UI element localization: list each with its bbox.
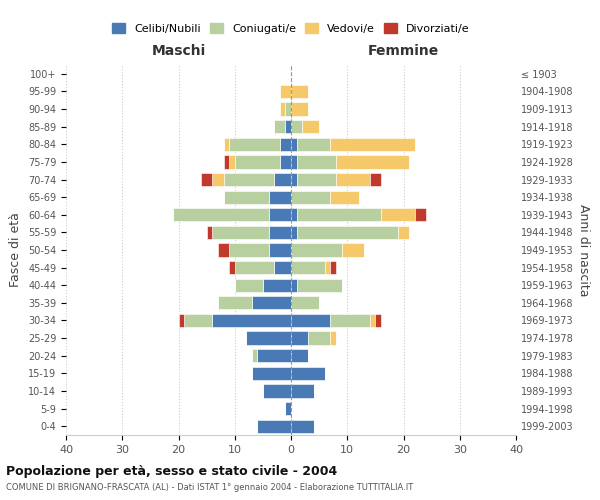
Bar xyxy=(291,349,308,362)
Bar xyxy=(280,138,291,151)
Bar xyxy=(206,226,212,239)
Bar xyxy=(370,314,376,327)
Bar xyxy=(286,402,291,415)
Bar xyxy=(415,208,426,222)
Bar xyxy=(212,173,223,186)
Bar xyxy=(331,314,370,327)
Bar xyxy=(336,156,409,168)
Bar xyxy=(296,278,341,292)
Bar xyxy=(274,261,291,274)
Bar xyxy=(291,332,308,344)
Bar xyxy=(235,261,274,274)
Bar xyxy=(291,190,331,204)
Bar xyxy=(269,226,291,239)
Bar xyxy=(296,173,336,186)
Bar xyxy=(251,366,291,380)
Text: Femmine: Femmine xyxy=(368,44,439,58)
Bar xyxy=(336,173,370,186)
Bar xyxy=(280,85,291,98)
Bar xyxy=(235,278,263,292)
Bar xyxy=(341,244,364,256)
Bar xyxy=(257,349,291,362)
Bar xyxy=(201,173,212,186)
Bar xyxy=(291,120,302,134)
Bar xyxy=(223,173,274,186)
Bar xyxy=(184,314,212,327)
Bar xyxy=(331,332,336,344)
Bar xyxy=(223,190,269,204)
Bar xyxy=(376,314,381,327)
Bar xyxy=(229,244,269,256)
Bar xyxy=(296,226,398,239)
Bar xyxy=(223,156,229,168)
Bar xyxy=(218,244,229,256)
Bar xyxy=(246,332,291,344)
Bar xyxy=(291,420,314,433)
Bar xyxy=(291,226,296,239)
Bar xyxy=(296,138,331,151)
Bar xyxy=(274,173,291,186)
Bar xyxy=(331,138,415,151)
Bar xyxy=(218,296,251,310)
Text: Maschi: Maschi xyxy=(151,44,206,58)
Bar xyxy=(291,296,319,310)
Bar xyxy=(229,138,280,151)
Bar xyxy=(280,102,286,116)
Bar xyxy=(331,190,359,204)
Bar xyxy=(212,314,291,327)
Bar xyxy=(291,244,341,256)
Bar xyxy=(229,156,235,168)
Bar xyxy=(291,278,296,292)
Bar xyxy=(269,208,291,222)
Bar xyxy=(291,261,325,274)
Bar xyxy=(263,278,291,292)
Bar xyxy=(291,314,331,327)
Bar xyxy=(286,120,291,134)
Bar xyxy=(269,190,291,204)
Y-axis label: Anni di nascita: Anni di nascita xyxy=(577,204,590,296)
Bar xyxy=(257,420,291,433)
Bar xyxy=(173,208,269,222)
Bar xyxy=(291,85,308,98)
Y-axis label: Fasce di età: Fasce di età xyxy=(10,212,22,288)
Bar xyxy=(325,261,331,274)
Bar xyxy=(291,102,308,116)
Bar xyxy=(251,296,291,310)
Bar xyxy=(296,208,381,222)
Bar xyxy=(291,384,314,398)
Bar xyxy=(251,349,257,362)
Bar xyxy=(235,156,280,168)
Bar xyxy=(370,173,381,186)
Bar xyxy=(274,120,286,134)
Bar xyxy=(291,208,296,222)
Bar xyxy=(263,384,291,398)
Bar xyxy=(269,244,291,256)
Bar xyxy=(308,332,331,344)
Bar xyxy=(302,120,319,134)
Bar xyxy=(296,156,336,168)
Bar xyxy=(291,138,296,151)
Bar xyxy=(286,102,291,116)
Bar xyxy=(291,156,296,168)
Bar xyxy=(291,173,296,186)
Bar xyxy=(223,138,229,151)
Text: Popolazione per età, sesso e stato civile - 2004: Popolazione per età, sesso e stato civil… xyxy=(6,465,337,478)
Bar xyxy=(280,156,291,168)
Bar xyxy=(331,261,336,274)
Bar xyxy=(212,226,269,239)
Bar xyxy=(398,226,409,239)
Bar xyxy=(229,261,235,274)
Bar xyxy=(291,366,325,380)
Bar xyxy=(381,208,415,222)
Text: COMUNE DI BRIGNANO-FRASCATA (AL) - Dati ISTAT 1° gennaio 2004 - Elaborazione TUT: COMUNE DI BRIGNANO-FRASCATA (AL) - Dati … xyxy=(6,482,413,492)
Bar xyxy=(179,314,184,327)
Legend: Celibi/Nubili, Coniugati/e, Vedovi/e, Divorziati/e: Celibi/Nubili, Coniugati/e, Vedovi/e, Di… xyxy=(108,19,474,38)
